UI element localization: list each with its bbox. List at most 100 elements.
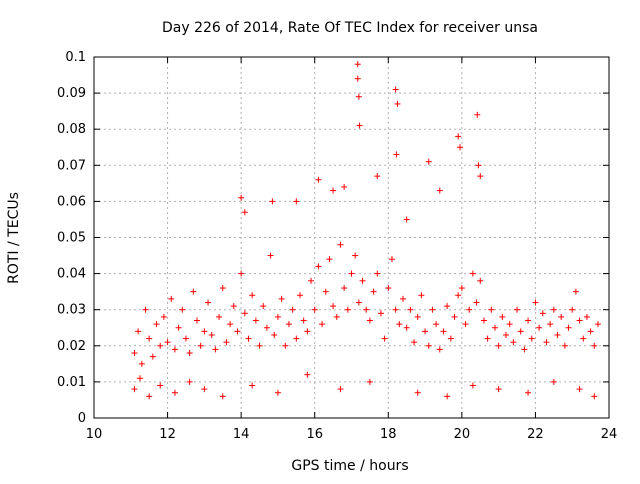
data-point: [330, 303, 337, 310]
data-point: [146, 335, 153, 342]
data-point: [418, 292, 425, 299]
data-point: [414, 313, 421, 320]
data-point: [528, 335, 535, 342]
data-point: [293, 198, 300, 205]
data-point: [330, 187, 337, 194]
data-point: [344, 306, 351, 313]
data-point: [374, 173, 381, 180]
data-point: [477, 173, 484, 180]
data-point: [451, 313, 458, 320]
data-point: [396, 321, 403, 328]
data-point: [293, 335, 300, 342]
data-point: [142, 306, 149, 313]
data-point: [374, 270, 381, 277]
data-point: [591, 393, 598, 400]
data-point: [359, 277, 366, 284]
y-tick-label: 0.05: [57, 231, 86, 246]
data-point: [260, 303, 267, 310]
data-point: [388, 256, 395, 263]
data-point: [403, 324, 410, 331]
data-point: [230, 303, 237, 310]
data-point: [164, 339, 171, 346]
data-point: [403, 216, 410, 223]
grid: [94, 57, 609, 418]
data-point: [131, 386, 138, 393]
data-point: [532, 299, 539, 306]
data-point: [536, 324, 543, 331]
data-point: [285, 321, 292, 328]
y-tick-label: 0.01: [57, 375, 86, 390]
data-point: [491, 324, 498, 331]
data-point: [569, 306, 576, 313]
data-point: [425, 158, 432, 165]
data-point: [131, 350, 138, 357]
data-point: [289, 306, 296, 313]
data-point: [274, 389, 281, 396]
data-point: [377, 310, 384, 317]
data-points: [131, 61, 601, 400]
data-point: [201, 386, 208, 393]
data-point: [300, 317, 307, 324]
data-point: [269, 198, 276, 205]
data-point: [153, 321, 160, 328]
data-point: [503, 331, 509, 338]
data-point: [580, 335, 587, 342]
x-tick-label: 14: [233, 427, 250, 442]
data-point: [455, 133, 462, 140]
data-point: [444, 393, 451, 400]
data-point: [319, 321, 326, 328]
data-point: [355, 93, 362, 100]
data-point: [252, 317, 259, 324]
data-point: [219, 393, 226, 400]
data-point: [576, 386, 583, 393]
data-point: [583, 313, 590, 320]
x-tick-label: 24: [601, 427, 618, 442]
data-point: [458, 285, 465, 292]
data-point: [591, 342, 598, 349]
data-point: [160, 313, 167, 320]
data-point: [341, 285, 348, 292]
data-point: [558, 313, 565, 320]
data-point: [337, 386, 344, 393]
data-point: [234, 328, 241, 335]
x-tick-label: 22: [527, 427, 544, 442]
data-point: [157, 382, 164, 389]
data-point: [352, 252, 359, 259]
data-point: [561, 342, 568, 349]
data-point: [400, 295, 406, 302]
data-point: [354, 75, 361, 82]
data-point: [337, 241, 344, 248]
data-point: [223, 339, 230, 346]
x-tick-label: 18: [380, 427, 397, 442]
data-point: [394, 100, 401, 107]
data-point: [341, 183, 348, 190]
data-point: [433, 321, 440, 328]
data-point: [333, 313, 340, 320]
data-point: [190, 288, 197, 295]
data-point: [429, 306, 436, 313]
data-point: [495, 386, 502, 393]
data-point: [366, 378, 373, 385]
data-point: [411, 339, 418, 346]
data-point: [297, 292, 303, 299]
data-point: [201, 328, 208, 335]
axis-ticks: 10 12 14 16 18 20 22 24 0 0.01 0.02 0.03 0.04 0.05 0.0…: [57, 50, 617, 442]
data-point: [550, 306, 557, 313]
y-tick-label: 0.06: [57, 194, 86, 209]
data-point: [385, 285, 392, 292]
data-point: [457, 144, 464, 151]
data-point: [304, 371, 311, 378]
data-point: [488, 306, 495, 313]
y-tick-label: 0.08: [57, 122, 86, 137]
x-tick-label: 20: [454, 427, 471, 442]
data-point: [135, 328, 142, 335]
plot-frame: [93, 56, 610, 419]
data-point: [392, 306, 399, 313]
data-point: [525, 317, 532, 324]
data-point: [466, 306, 473, 313]
data-point: [227, 321, 234, 328]
data-point: [322, 288, 329, 295]
data-point: [274, 313, 281, 320]
data-point: [565, 324, 572, 331]
